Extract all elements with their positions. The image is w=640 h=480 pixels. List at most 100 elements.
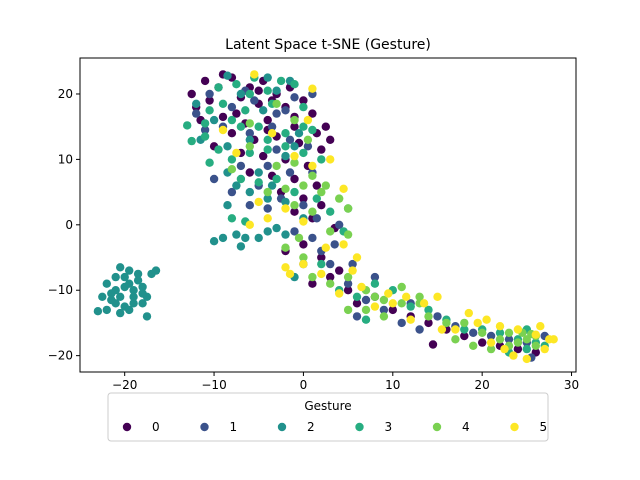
point-series-4-17 (343, 230, 353, 239)
point-series-3-13 (245, 148, 254, 158)
point-series-3-2 (205, 106, 214, 115)
point-series-1-45 (281, 106, 290, 115)
point-series-1-12 (209, 174, 219, 184)
point-series-3-29 (263, 86, 272, 95)
point-series-4-2 (303, 135, 313, 144)
legend-marker-5 (510, 422, 519, 432)
point-series-2-22 (93, 307, 103, 316)
series-3 (183, 73, 549, 357)
point-series-4-16 (326, 227, 335, 236)
point-series-3-48 (460, 325, 469, 334)
point-series-0-62 (254, 86, 263, 95)
point-series-0-44 (308, 279, 317, 288)
point-series-3-41 (352, 292, 362, 301)
point-series-2-62 (263, 194, 272, 203)
point-series-4-11 (317, 187, 326, 197)
point-series-2-32 (232, 230, 241, 239)
point-series-2-6 (129, 286, 138, 295)
point-series-0-43 (335, 266, 344, 275)
point-series-3-55 (522, 344, 531, 354)
point-series-2-12 (129, 299, 138, 308)
point-series-2-59 (192, 99, 201, 109)
point-series-2-42 (232, 181, 241, 190)
point-series-1-15 (285, 168, 295, 177)
point-series-3-36 (227, 214, 237, 223)
point-series-1-4 (290, 93, 299, 102)
point-series-5-7 (339, 184, 348, 193)
point-series-2-60 (281, 197, 290, 207)
points-layer (93, 70, 558, 364)
point-series-3-5 (236, 122, 246, 131)
point-series-2-35 (254, 233, 263, 243)
point-series-1-32 (415, 325, 424, 334)
point-series-4-20 (308, 272, 317, 282)
point-series-2-26 (129, 292, 138, 301)
point-series-4-36 (504, 328, 514, 337)
point-series-1-28 (361, 295, 371, 305)
point-series-3-26 (214, 83, 223, 92)
point-series-3-8 (281, 129, 290, 138)
point-series-1-26 (326, 259, 335, 269)
point-series-1-31 (397, 318, 406, 328)
point-series-3-20 (254, 178, 263, 187)
point-series-0-31 (245, 168, 254, 177)
series-1 (192, 86, 549, 362)
point-series-4-37 (513, 338, 523, 347)
legend: Gesture 0 1 2 3 4 5 (107, 392, 549, 442)
point-series-1-19 (299, 201, 308, 210)
point-series-4-13 (343, 204, 353, 213)
point-series-4-6 (308, 171, 317, 180)
point-series-2-19 (111, 286, 120, 295)
point-series-4-25 (379, 295, 389, 305)
point-series-4-7 (321, 181, 330, 190)
point-series-3-30 (276, 76, 286, 86)
chart-title: Latent Space t-SNE (Gesture) (225, 37, 431, 53)
y-tick-label: 10 (58, 152, 73, 166)
point-series-1-36 (486, 331, 496, 341)
point-series-3-24 (326, 207, 335, 216)
point-series-2-34 (236, 242, 246, 251)
point-series-2-50 (236, 89, 246, 99)
point-series-5-33 (509, 351, 518, 360)
point-series-2-44 (254, 168, 263, 177)
legend-marker-1 (200, 422, 209, 432)
point-series-5-37 (536, 322, 545, 331)
point-series-2-8 (138, 282, 147, 292)
point-series-3-50 (495, 328, 505, 337)
point-series-5-6 (326, 155, 335, 164)
point-series-5-34 (513, 325, 523, 334)
plot-frame (79, 57, 577, 373)
point-series-4-14 (290, 201, 299, 210)
point-series-1-33 (433, 312, 442, 321)
point-series-0-27 (259, 151, 268, 161)
point-series-5-19 (384, 289, 393, 298)
point-series-4-0 (272, 99, 281, 109)
point-series-0-34 (312, 181, 321, 190)
point-series-0-38 (290, 207, 299, 216)
point-series-5-40 (549, 335, 558, 344)
point-series-5-31 (495, 322, 505, 331)
point-series-1-49 (335, 220, 344, 229)
point-series-1-9 (267, 122, 277, 131)
point-series-5-17 (357, 282, 366, 292)
point-series-5-14 (317, 269, 326, 279)
point-series-0-37 (317, 201, 326, 210)
point-series-1-42 (245, 201, 254, 210)
point-series-3-35 (200, 119, 210, 128)
point-series-3-18 (205, 158, 214, 167)
point-series-2-24 (142, 312, 152, 321)
point-series-4-15 (308, 207, 317, 216)
point-series-4-31 (460, 318, 469, 328)
point-series-3-19 (236, 174, 246, 184)
point-series-2-57 (223, 71, 232, 80)
point-series-5-45 (218, 125, 228, 135)
point-series-3-58 (241, 106, 250, 115)
point-series-4-44 (343, 305, 353, 315)
legend-title: Gesture (304, 399, 351, 413)
point-series-5-11 (339, 240, 348, 249)
point-series-1-0 (205, 89, 214, 99)
series-5 (218, 70, 558, 364)
point-series-4-9 (281, 184, 290, 193)
point-series-3-23 (312, 194, 321, 203)
point-series-2-47 (290, 142, 299, 151)
